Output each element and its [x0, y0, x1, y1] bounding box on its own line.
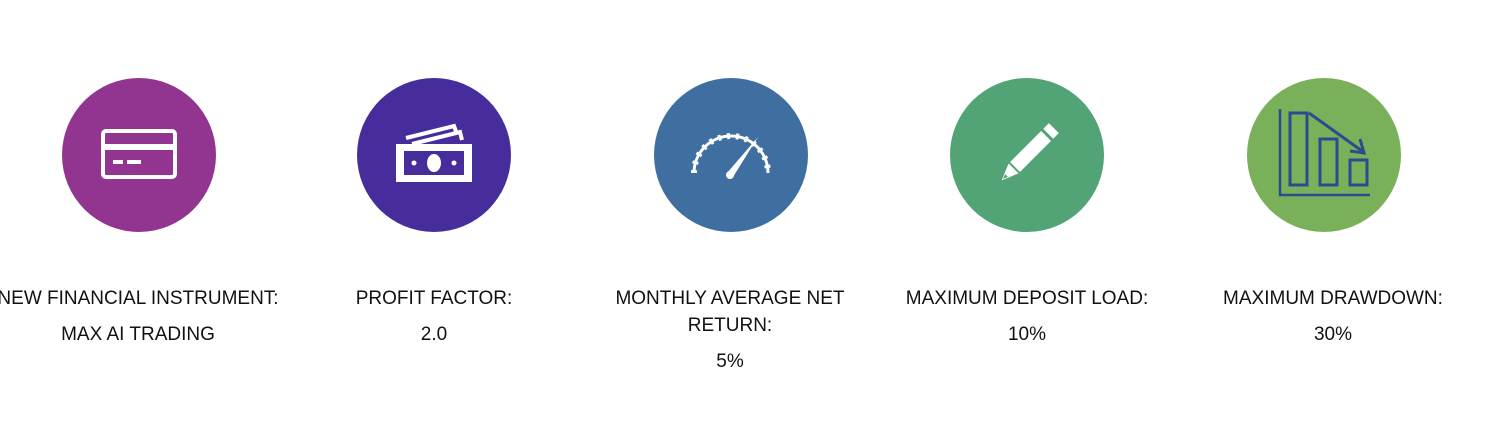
- pencil-icon-circle: [950, 78, 1104, 232]
- cash-icon: [396, 123, 472, 182]
- metric-text: MONTHLY AVERAGE NET RETURN: 5%: [580, 285, 880, 375]
- speedometer-icon: [691, 133, 771, 179]
- pencil-icon: [1001, 123, 1059, 181]
- metric-text: PROFIT FACTOR: 2.0: [284, 285, 584, 348]
- metric-text: MAXIMUM DRAWDOWN: 30%: [1183, 285, 1483, 348]
- metric-label: PROFIT FACTOR:: [355, 288, 513, 309]
- metric-text: NEW FINANCIAL INSTRUMENT: MAX AI TRADING: [0, 285, 288, 348]
- metric-monthly-average-net-return: MONTHLY AVERAGE NET RETURN: 5%: [580, 0, 880, 440]
- metric-label: MONTHLY AVERAGE NET RETURN:: [615, 288, 845, 336]
- metric-label: NEW FINANCIAL INSTRUMENT:: [0, 288, 279, 309]
- credit-card-icon-circle: [62, 78, 216, 232]
- metric-value: 2.0: [420, 324, 448, 345]
- declining-bar-chart-icon: [1278, 109, 1370, 197]
- speedometer-icon-circle: [654, 78, 808, 232]
- metric-value: 30%: [1313, 324, 1353, 345]
- metric-label: MAXIMUM DEPOSIT LOAD:: [905, 288, 1149, 309]
- metric-profit-factor: PROFIT FACTOR: 2.0: [284, 0, 584, 440]
- declining-bar-chart-icon-circle: [1247, 78, 1401, 232]
- credit-card-icon: [101, 129, 177, 179]
- metric-maximum-drawdown: MAXIMUM DRAWDOWN: 30%: [1183, 0, 1483, 440]
- metric-maximum-deposit-load: MAXIMUM DEPOSIT LOAD: 10%: [877, 0, 1177, 440]
- metric-text: MAXIMUM DEPOSIT LOAD: 10%: [877, 285, 1177, 348]
- metric-label: MAXIMUM DRAWDOWN:: [1223, 288, 1443, 309]
- metric-value: 5%: [716, 351, 744, 372]
- metric-value: 10%: [1007, 324, 1047, 345]
- metric-value: MAX AI TRADING: [61, 324, 215, 345]
- cash-icon-circle: [357, 78, 511, 232]
- metric-new-financial-instrument: NEW FINANCIAL INSTRUMENT: MAX AI TRADING: [0, 0, 288, 440]
